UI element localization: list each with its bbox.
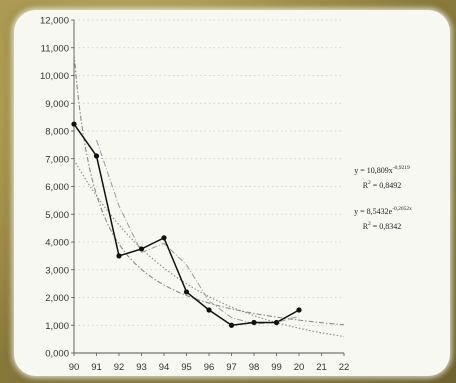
moving-average-trendline [96,139,300,325]
equation-exponential: y = 8,5432e-0,2052x [354,206,412,216]
y-tick-label: 9,000 [45,99,69,110]
data-point [116,253,122,259]
data-point [251,319,257,326]
exponential-trendline [73,159,345,338]
x-tick-label: 21 [316,362,327,373]
x-tick-label: 20 [294,362,305,373]
r2-power: R2 = 0,8492 [363,180,402,190]
data-point [71,121,77,127]
y-tick-label: 12,000 [40,16,69,27]
y-tick-label: 11,000 [41,43,69,54]
data-point [161,235,167,241]
equation-power: y = 10,809x-0,9219 [354,165,410,175]
x-tick-label: 91 [91,362,102,373]
x-tick-label: 93 [136,362,147,373]
data-point [138,246,145,252]
chart-card: 0,000 1,000 2,000 3,000 4,000 5,000 6,000 7,000… [14,10,450,376]
trendlines [73,53,345,338]
y-tick-label: 10,000 [40,71,69,82]
data-point [296,307,302,313]
y-tick-label: 0,000 [45,349,69,360]
x-tick-label: 92 [114,362,125,373]
x-tick-label: 90 [69,362,80,373]
x-tick-label: 99 [271,362,282,373]
y-tick-label: 8,000 [45,127,69,138]
data-point [93,153,100,159]
x-tick-label: 95 [181,362,192,373]
line-chart: 0,000 1,000 2,000 3,000 4,000 5,000 6,000 7,000… [40,16,412,374]
r2-exponential: R2 = 0,8342 [363,221,402,231]
axes [71,19,345,356]
x-tick-labels: 90 91 92 93 94 95 96 97 98 99 20 21 22 [69,362,350,373]
data-series [71,121,302,328]
gridlines [74,19,344,326]
y-tick-label: 1,000 [45,321,69,332]
x-tick-label: 22 [339,362,350,373]
data-point [228,322,235,328]
y-tick-labels: 0,000 1,000 2,000 3,000 4,000 5,000 6,000 7,000… [40,16,69,360]
power-trendline [73,53,345,326]
y-tick-label: 7,000 [45,154,69,165]
y-tick-label: 4,000 [45,238,69,249]
y-tick-label: 5,000 [45,210,69,221]
trendline-equations: y = 10,809x-0,9219 R2 = 0,8492 y = 8,543… [354,165,412,231]
data-point [273,319,280,326]
x-tick-label: 98 [249,362,260,373]
x-tick-label: 96 [204,362,215,373]
data-point [183,289,190,295]
y-tick-label: 6,000 [45,182,69,193]
y-tick-label: 2,000 [45,293,69,304]
x-tick-label: 97 [226,362,237,373]
x-tick-label: 94 [159,362,170,373]
y-tick-label: 3,000 [45,265,69,276]
data-point [206,307,212,313]
